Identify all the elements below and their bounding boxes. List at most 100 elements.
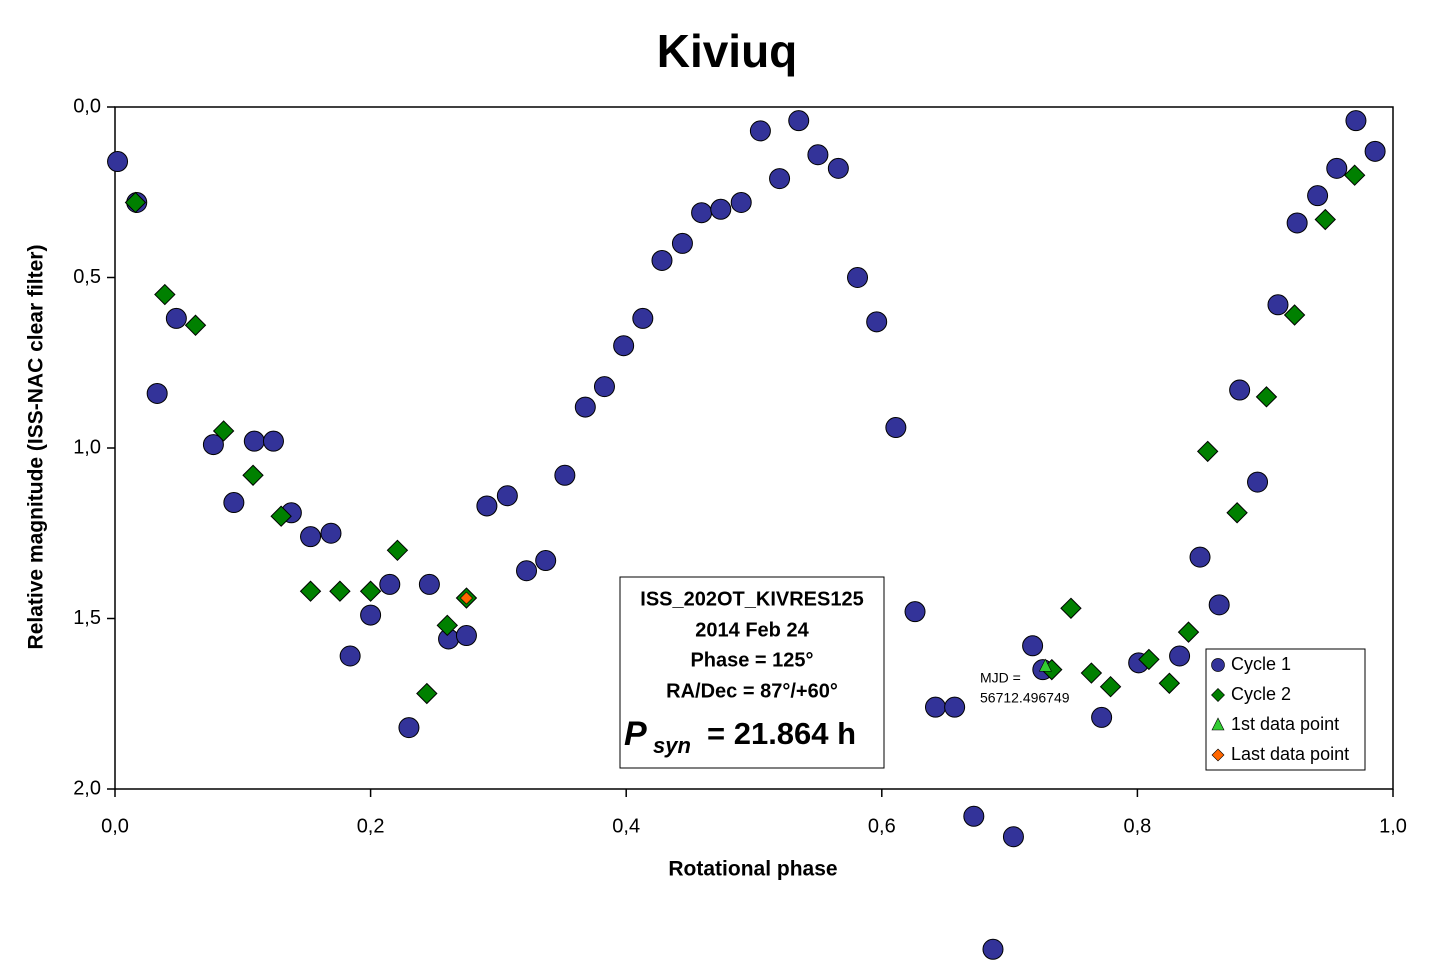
legend-label: 1st data point (1231, 714, 1339, 734)
point (1080, 662, 1103, 684)
point (1138, 648, 1160, 671)
legend-symbol (1211, 688, 1225, 702)
point (202, 434, 224, 456)
point (671, 232, 693, 254)
point (1158, 672, 1181, 694)
point (1099, 675, 1122, 698)
point (1314, 208, 1336, 231)
point (398, 717, 420, 739)
point (262, 430, 284, 452)
point (379, 573, 401, 595)
point (496, 485, 518, 507)
point (769, 168, 791, 190)
point (1189, 546, 1211, 568)
point (1177, 621, 1200, 643)
point (944, 696, 966, 718)
y-tick-label: 0,0 (73, 95, 101, 117)
points (107, 110, 1386, 960)
legend: Cycle 1 Cycle 2 1st data point Last data po… (1205, 648, 1366, 771)
y-axis-label: Relative magnitude (ISS-NAC clear filter… (25, 245, 48, 650)
point (1364, 140, 1386, 162)
point (1247, 471, 1269, 493)
point (613, 335, 635, 357)
point (904, 601, 926, 623)
point (124, 191, 147, 214)
legend-label: Cycle 1 (1231, 654, 1291, 674)
point (788, 110, 810, 132)
y-tick-label: 1,0 (73, 436, 101, 458)
point (184, 314, 207, 336)
point (243, 430, 265, 452)
x-tick-label: 0,8 (1123, 815, 1151, 837)
point (554, 464, 576, 486)
point (1038, 658, 1052, 672)
period-text: = 21.864 h (707, 716, 856, 751)
point (593, 376, 615, 398)
period-subscript: syn (653, 733, 691, 758)
point (107, 151, 129, 173)
chart-title: Kiviuq (657, 25, 798, 77)
x-tick-label: 0,6 (868, 815, 896, 837)
legend-label: Cycle 2 (1231, 684, 1291, 704)
y-tick-label: 2,0 (73, 777, 101, 799)
point (651, 249, 673, 271)
point (885, 417, 907, 439)
legend-label: Last data point (1231, 744, 1349, 764)
point (691, 202, 713, 224)
annotation: 56712.496749 (980, 690, 1070, 706)
point (1267, 294, 1289, 316)
point (1091, 706, 1113, 728)
legend-symbol (1211, 717, 1225, 731)
point (574, 396, 596, 418)
point (827, 157, 849, 179)
y-tick-label: 1,5 (73, 607, 101, 629)
point (1208, 594, 1230, 616)
x-tick-label: 0,0 (101, 815, 129, 837)
point (1226, 502, 1248, 524)
point (329, 580, 351, 602)
point (154, 283, 176, 306)
info-line: RA/Dec = 87°/+60° (666, 680, 838, 702)
info-line: 2014 Feb 24 (695, 619, 809, 641)
point (1002, 826, 1024, 848)
point (963, 805, 985, 827)
point (516, 560, 538, 582)
point (982, 938, 1004, 960)
point (476, 495, 498, 517)
point (1255, 386, 1278, 408)
point (223, 492, 245, 514)
point (710, 198, 732, 220)
point (1022, 635, 1044, 657)
point (300, 526, 322, 548)
x-axis-label: Rotational phase (668, 858, 837, 881)
point (436, 614, 458, 637)
point (270, 505, 292, 527)
info-line: ISS_202OT_KIVRES125 (640, 588, 863, 610)
point (212, 420, 235, 442)
point (847, 267, 869, 288)
point (418, 573, 440, 595)
point (1169, 645, 1191, 667)
x-tick-label: 0,4 (612, 815, 640, 837)
y-tick-label: 0,5 (73, 266, 101, 288)
info-line: Phase = 125° (690, 649, 813, 671)
point (359, 580, 382, 602)
point (416, 682, 438, 705)
point (165, 307, 187, 329)
point (749, 120, 771, 142)
point (386, 539, 409, 562)
point (632, 307, 654, 329)
point (360, 604, 382, 626)
x-tick-label: 1,0 (1379, 815, 1407, 837)
legend-symbol (1211, 748, 1225, 762)
point (339, 645, 361, 667)
info-box (619, 576, 885, 769)
point (1286, 212, 1308, 234)
point (1060, 597, 1082, 619)
point (1196, 440, 1219, 463)
legend-box (1205, 648, 1366, 771)
point (460, 591, 473, 605)
point (1343, 164, 1366, 186)
point (807, 144, 829, 166)
x-tick-label: 0,2 (357, 815, 385, 837)
